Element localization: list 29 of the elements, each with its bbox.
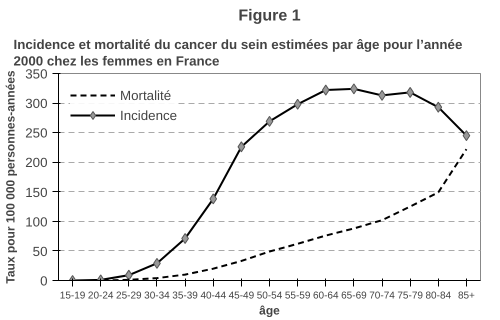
x-tick-label: 40-44 [200, 290, 226, 302]
y-tick-label: 100 [25, 214, 48, 230]
x-tick-label: 25-29 [116, 290, 142, 302]
x-tick-label: 55-59 [284, 290, 311, 302]
x-tick-label: 50-54 [256, 290, 283, 302]
x-tick-label: 85+ [458, 290, 476, 302]
y-axis-title: Taux pour 100 000 personnes-années [3, 70, 18, 284]
y-tick-label: 200 [25, 155, 48, 170]
x-axis-title: âge [259, 304, 280, 318]
x-tick-label: 80-84 [426, 290, 452, 302]
x-tick-label: 60-64 [312, 290, 339, 302]
y-tick-label: 50 [32, 244, 48, 259]
x-tick-label: 75-79 [397, 290, 424, 302]
y-tick-label: 150 [25, 184, 48, 200]
x-tick-label: 30-34 [144, 290, 170, 302]
x-tick-label: 15-19 [60, 290, 86, 302]
chart-subtitle: Incidence et mortalité du cancer du sein estimées par âge pour l’année 2000 chez les femmes en France [14, 37, 462, 68]
y-tick-label: 300 [25, 96, 48, 112]
x-tick-label: 70-74 [369, 290, 396, 302]
chart-title: Figure 1 [238, 8, 301, 24]
x-tick-label: 65-69 [341, 290, 368, 302]
x-tick-label: 45-49 [228, 290, 255, 302]
y-tick-label: 0 [40, 274, 48, 288]
y-tick-label: 250 [25, 126, 48, 141]
y-tick-label: 350 [25, 66, 48, 82]
x-tick-label: 20-24 [88, 290, 114, 302]
legend-label: Mortalité [120, 88, 172, 102]
legend-label: Incidence [120, 108, 178, 122]
x-tick-label: 35-39 [172, 290, 198, 302]
